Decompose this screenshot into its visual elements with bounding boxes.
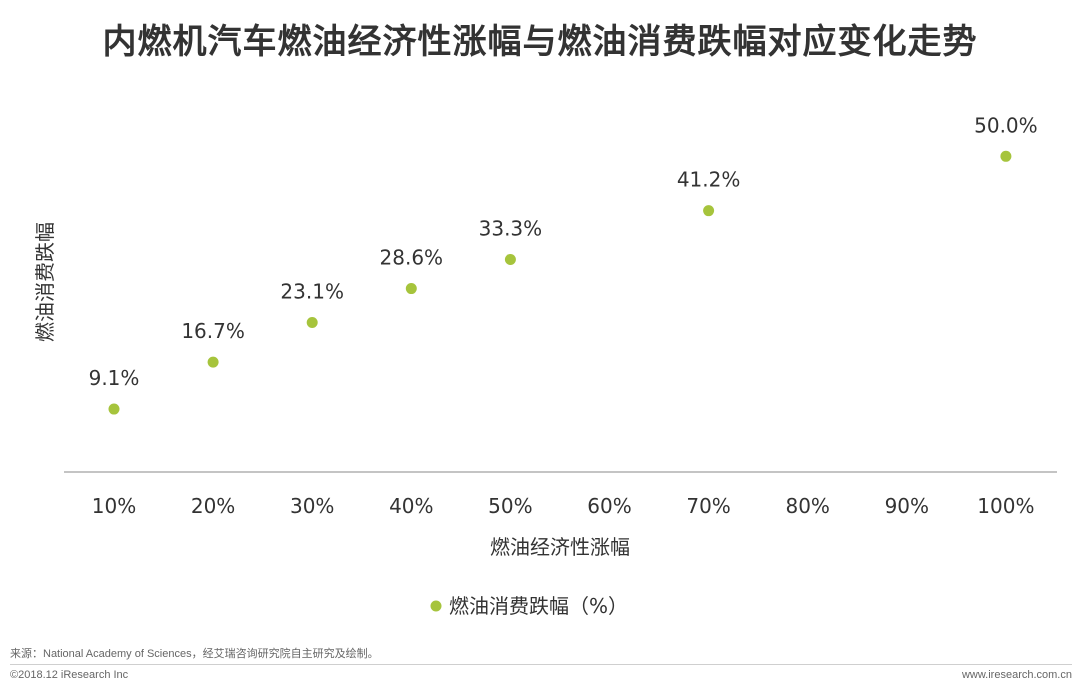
x-axis-title: 燃油经济性涨幅: [490, 535, 630, 559]
data-point: [207, 356, 219, 368]
data-label: 28.6%: [380, 246, 444, 270]
data-label: 9.1%: [89, 366, 140, 390]
x-tick-label: 10%: [92, 494, 136, 518]
x-tick-label: 40%: [389, 494, 433, 518]
x-tick-label: 60%: [587, 494, 631, 518]
data-label: 23.1%: [280, 280, 344, 304]
x-tick-label: 80%: [785, 494, 829, 518]
chart-title: 内燃机汽车燃油经济性涨幅与燃油消费跌幅对应变化走势: [102, 22, 978, 62]
copyright-text: ©2018.12 iResearch Inc: [10, 669, 129, 681]
data-point: [405, 283, 417, 295]
x-tick-label: 100%: [977, 494, 1034, 518]
x-tick-label: 30%: [290, 494, 334, 518]
x-tick-label: 50%: [488, 494, 532, 518]
site-url: www.iresearch.com.cn: [961, 669, 1072, 681]
source-note: 来源：National Academy of Sciences，经艾瑞咨询研究院…: [10, 648, 379, 660]
data-point: [703, 205, 715, 217]
x-tick-label: 70%: [686, 494, 730, 518]
data-point: [306, 317, 318, 329]
data-point: [1000, 150, 1012, 162]
legend-marker: [430, 600, 442, 612]
data-label: 50.0%: [974, 113, 1038, 137]
x-tick-label: 20%: [191, 494, 235, 518]
data-label: 16.7%: [181, 319, 245, 343]
footer-divider: [10, 664, 1072, 665]
legend-label: 燃油消费跌幅（%）: [449, 594, 628, 618]
x-tick-label: 90%: [885, 494, 929, 518]
data-label: 41.2%: [677, 168, 741, 192]
y-axis-title: 燃油消费跌幅: [33, 222, 57, 342]
data-point: [504, 254, 516, 266]
data-label: 33.3%: [479, 217, 543, 241]
data-point: [108, 403, 120, 415]
